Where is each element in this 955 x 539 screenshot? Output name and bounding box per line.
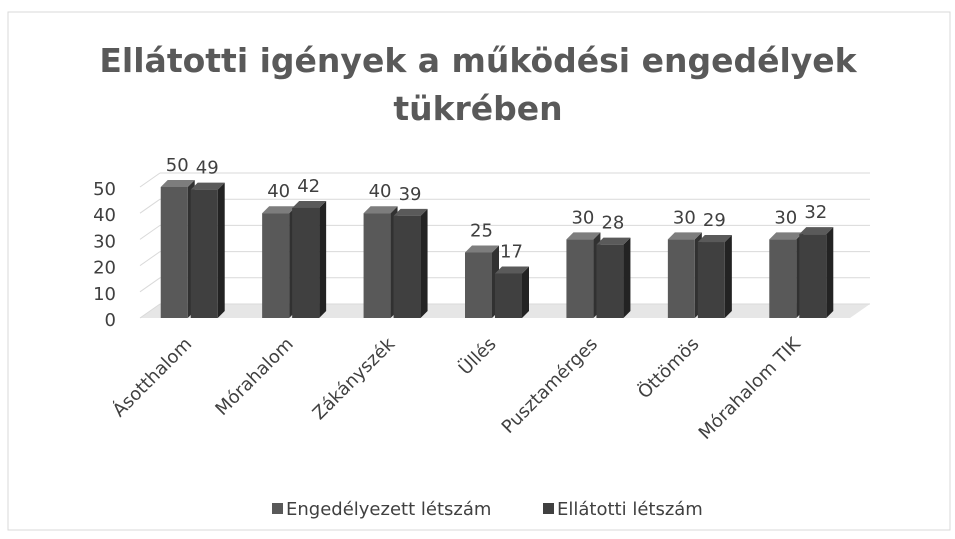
data-label: 50 xyxy=(166,155,189,176)
data-label: 30 xyxy=(571,207,594,228)
data-label: 49 xyxy=(196,158,219,179)
data-label: 30 xyxy=(673,207,696,228)
legend-marker xyxy=(272,503,283,514)
bar-top xyxy=(596,237,631,245)
legend-label: Engedélyezett létszám xyxy=(286,499,491,520)
bar-top xyxy=(667,232,702,240)
data-label: 28 xyxy=(601,213,624,234)
grid-line xyxy=(139,224,161,240)
data-label: 39 xyxy=(399,184,422,205)
bar-side xyxy=(217,182,225,318)
bar xyxy=(799,234,827,318)
bar xyxy=(160,187,188,318)
bar xyxy=(667,239,695,318)
bar xyxy=(566,239,594,318)
bar-top xyxy=(697,235,732,243)
bar-top xyxy=(465,245,499,253)
bar xyxy=(697,242,725,318)
bar-side xyxy=(826,227,834,318)
bar-top xyxy=(393,208,428,216)
bar-top xyxy=(292,200,327,208)
bar xyxy=(393,215,421,318)
bar-top xyxy=(363,206,398,214)
bar-top xyxy=(262,206,297,214)
bar-top xyxy=(160,180,195,187)
data-label: 25 xyxy=(470,221,493,242)
data-label: 40 xyxy=(369,181,392,202)
y-tick-label: 50 xyxy=(93,179,116,200)
bar xyxy=(190,189,218,318)
grid-line xyxy=(139,172,161,188)
bar-top xyxy=(190,182,225,190)
bar xyxy=(292,207,320,318)
bar-side xyxy=(522,266,529,318)
bar xyxy=(465,252,492,318)
grid-line xyxy=(139,277,161,293)
legend-marker xyxy=(543,503,554,514)
y-tick-label: 40 xyxy=(93,205,116,226)
data-label: 32 xyxy=(804,202,827,223)
bar xyxy=(363,213,391,318)
data-label: 29 xyxy=(703,210,726,231)
bar-side xyxy=(724,235,732,318)
bar-top xyxy=(799,227,834,235)
y-tick-label: 10 xyxy=(93,284,116,305)
bar xyxy=(262,213,290,318)
legend-label: Ellátotti létszám xyxy=(557,499,703,520)
data-label: 40 xyxy=(267,181,290,202)
bar-side xyxy=(319,200,327,318)
grid-line xyxy=(139,303,161,319)
bar xyxy=(596,244,624,318)
grid-line xyxy=(139,251,161,267)
bar-top xyxy=(495,266,529,274)
bar-top xyxy=(769,232,804,240)
data-label: 42 xyxy=(297,176,320,197)
chart-title: Ellátotti igények a működési engedélyek t… xyxy=(99,41,857,128)
data-label: 30 xyxy=(774,207,797,228)
bar-side xyxy=(623,237,631,318)
data-label: 17 xyxy=(500,241,523,262)
bar-side xyxy=(420,208,428,318)
bar xyxy=(495,273,522,318)
y-tick-label: 30 xyxy=(93,231,116,252)
grid-line xyxy=(139,198,161,214)
y-tick-label: 20 xyxy=(93,258,116,279)
bar-top xyxy=(566,232,601,240)
bar xyxy=(769,239,797,318)
y-tick-label: 0 xyxy=(105,310,116,331)
